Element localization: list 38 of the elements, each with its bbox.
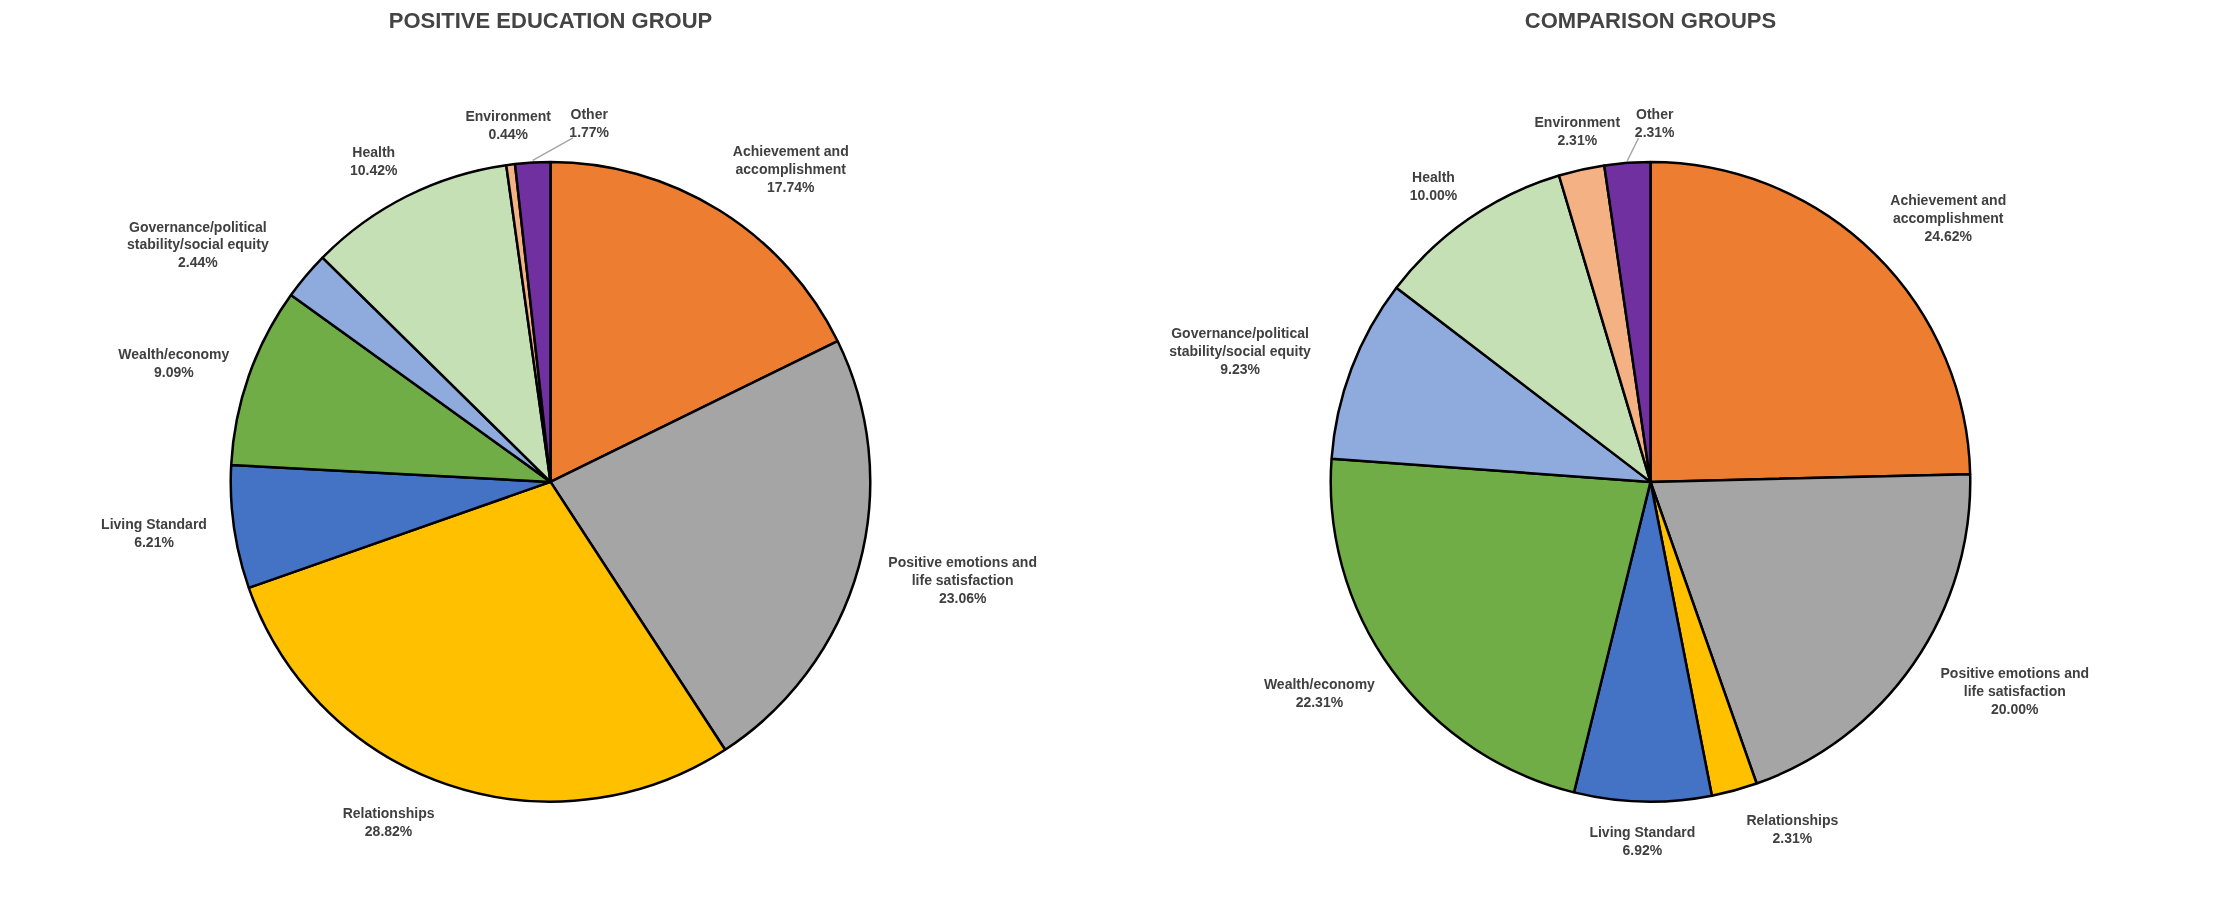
slice-label: Health [352,143,396,160]
slice-label: Achievement and accomplishment [732,143,849,178]
slice-label: Positive emotions and life satisfaction [1940,665,2090,700]
slice-label: Living Standard [101,515,207,532]
data-label: 22.31% [1295,694,1344,711]
chart-title: COMPARISON GROUPS [1524,7,1777,33]
chart-title: POSITIVE EDUCATION GROUP [388,7,713,33]
slice-label: Living Standard [1589,824,1696,841]
data-label: 0.44% [488,126,529,143]
slice-label: Health [1412,169,1455,186]
data-label: 2.31% [1772,829,1813,846]
slice-label: Environment [465,108,552,125]
slice-label: Wealth/economy [118,345,230,362]
slice-label: Relationships [342,805,435,822]
data-label: 10.42% [350,161,399,178]
data-label: 2.44% [178,254,219,271]
slice-label: Environment [1534,113,1621,130]
slice-label: Governance/political stability/social equity [1169,325,1312,360]
data-label: 1.77% [569,124,610,141]
data-label: 28.82% [364,823,413,840]
slice-label: Governance/political stability/social equity [127,218,269,253]
data-label: 9.23% [1220,361,1261,378]
data-label: 17.74% [767,179,816,196]
data-label: 20.00% [1991,701,2040,718]
slice-label: Achievement and accomplishment [1890,192,2007,227]
slice-label: Positive emotions and life satisfaction [888,553,1037,588]
data-label: 24.62% [1924,228,1973,245]
slice-label: Other [1636,106,1674,123]
slice-label: Relationships [1746,811,1839,828]
data-label: 2.31% [1634,124,1676,141]
data-label: 10.00% [1409,187,1458,204]
data-label: 9.09% [154,363,195,380]
data-label: 23.06% [938,589,987,606]
data-label: 6.92% [1622,842,1663,859]
data-label: 6.21% [134,533,175,550]
data-label: 2.31% [1557,131,1598,148]
slice-label: Other [570,106,609,123]
slice-label: Wealth/economy [1263,676,1376,693]
